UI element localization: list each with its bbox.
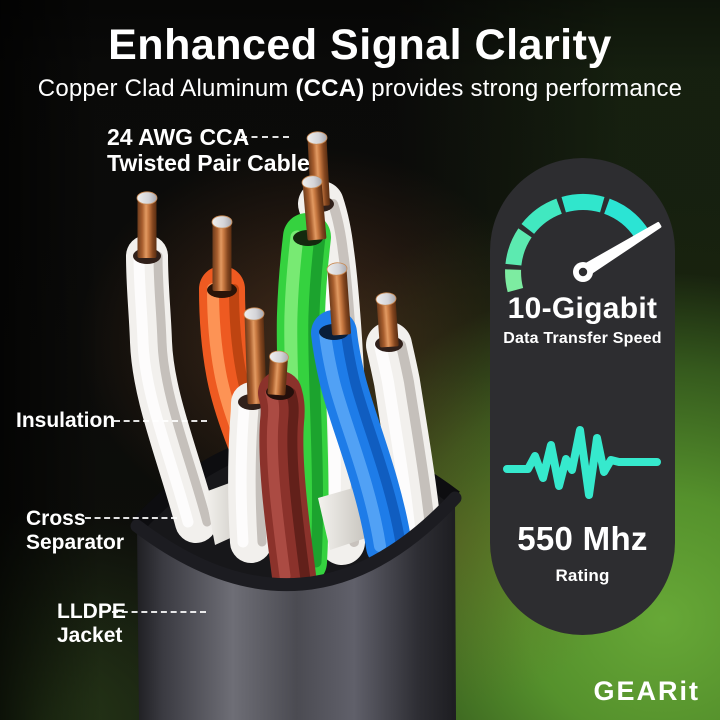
callout-cross-separator: Cross Separator xyxy=(26,507,124,554)
stats-panel: 10-Gigabit Data Transfer Speed 550 Mhz R… xyxy=(490,158,675,635)
callout-lldpe-jacket: LLDPE Jacket xyxy=(57,600,126,647)
speedometer-icon xyxy=(504,193,661,293)
leader-line-insulation xyxy=(114,420,207,422)
cca-core-face xyxy=(243,307,265,321)
speed-caption: Data Transfer Speed xyxy=(503,330,662,347)
callout-cross-line1: Cross xyxy=(26,507,86,530)
wire-white-left xyxy=(126,191,217,543)
page-subtitle: Copper Clad Aluminum (CCA) provides stro… xyxy=(0,75,720,103)
gearit-logo: GEARit xyxy=(593,676,700,706)
leader-line-twisted-pair xyxy=(241,136,289,138)
callout-jacket-line1: LLDPE xyxy=(57,600,126,623)
speed-value: 10-Gigabit xyxy=(507,292,658,325)
copper-conductor xyxy=(376,298,399,348)
callout-jacket-line2: Jacket xyxy=(57,623,123,647)
cca-core-face xyxy=(136,191,158,205)
leader-line-lldpe-jacket xyxy=(112,611,206,613)
callout-twisted-line1: 24 AWG CCA xyxy=(107,124,250,150)
callout-cross-line2: Separator xyxy=(26,530,125,554)
subtitle-cca: (CCA) xyxy=(295,75,365,102)
waveform-icon xyxy=(502,426,661,499)
gauge-needle xyxy=(578,222,661,278)
cca-core-face xyxy=(211,215,233,229)
callout-insulation: Insulation xyxy=(16,409,116,432)
copper-conductor xyxy=(212,222,232,291)
subtitle-suffix: provides strong performance xyxy=(364,75,683,102)
subtitle-prefix: Copper Clad Aluminum xyxy=(37,75,296,102)
page-title: Enhanced Signal Clarity xyxy=(108,21,612,69)
callout-twisted-pair: 24 AWG CCA Twisted Pair Cable xyxy=(107,124,310,176)
wire-brown xyxy=(258,350,316,598)
leader-line-cross-separator xyxy=(85,517,177,519)
frequency-caption: Rating xyxy=(555,566,610,585)
frequency-value: 550 Mhz xyxy=(517,520,648,557)
copper-conductor xyxy=(137,198,157,258)
callout-twisted-line2: Twisted Pair Cable xyxy=(107,149,310,176)
